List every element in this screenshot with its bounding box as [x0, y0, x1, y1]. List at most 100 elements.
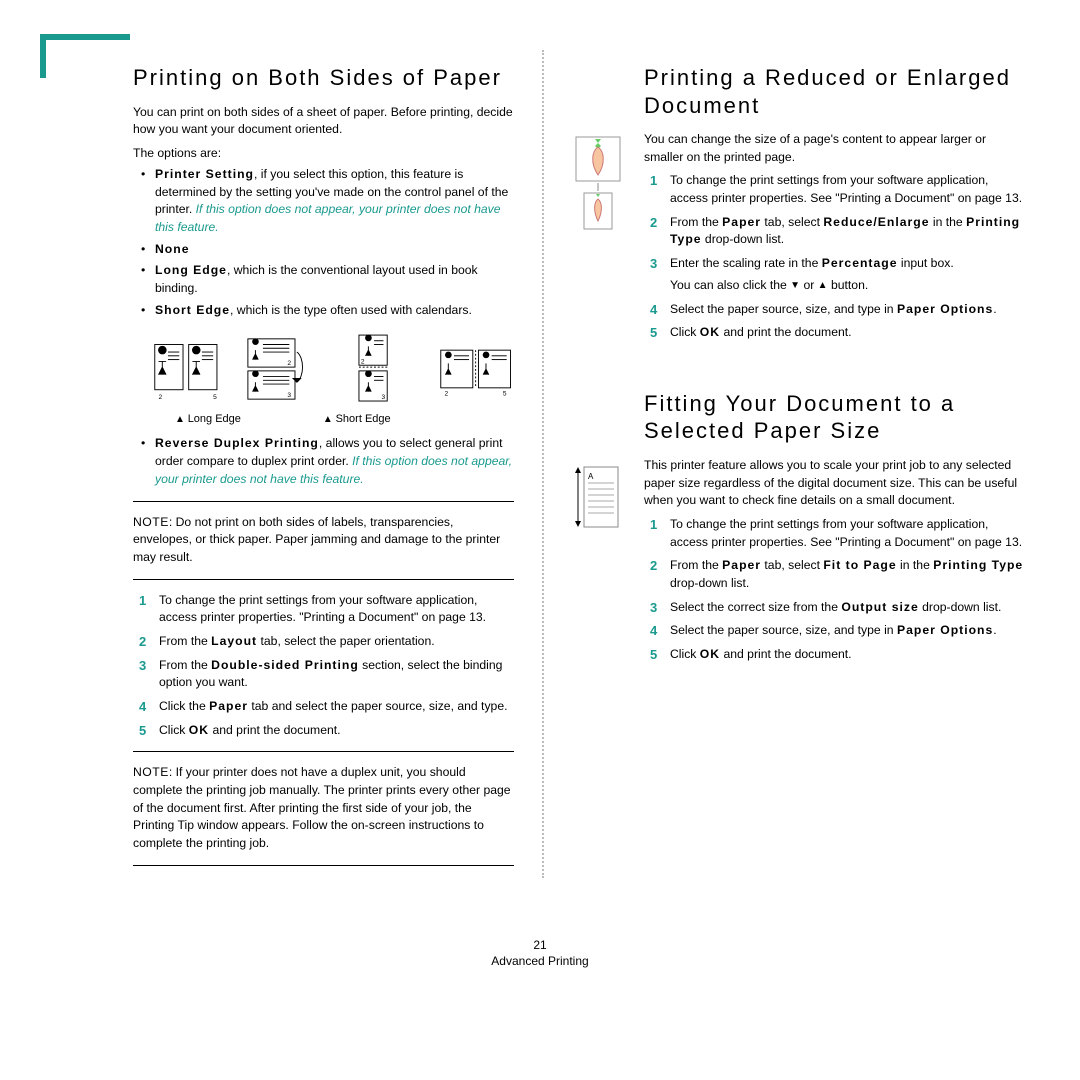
corner-accent: [40, 34, 130, 48]
term: Output size: [841, 600, 918, 614]
options-label: The options are:: [133, 145, 514, 162]
term: Fit to Page: [823, 558, 896, 572]
text: input box.: [897, 256, 953, 270]
rule: [133, 751, 514, 752]
svg-text:3: 3: [381, 395, 385, 402]
intro-fit-to-page: This printer feature allows you to scale…: [644, 457, 1025, 510]
step-sub: You can also click the ▼ or ▲ button.: [670, 277, 1025, 295]
svg-text:2: 2: [444, 391, 448, 398]
step: From the Paper tab, select Fit to Page i…: [644, 557, 1025, 592]
text: From the: [159, 634, 211, 648]
duplex-steps: To change the print settings from your s…: [133, 592, 514, 740]
rule: [133, 579, 514, 580]
note-body: : If your printer does not have a duplex…: [133, 765, 511, 850]
intro-reduce-enlarge: You can change the size of a page's cont…: [644, 131, 1025, 166]
text: You can also click the: [670, 278, 790, 292]
heading-duplex: Printing on Both Sides of Paper: [133, 64, 514, 92]
text: To change the print settings from your s…: [670, 517, 1022, 549]
text: tab, select: [761, 215, 823, 229]
svg-text:3: 3: [288, 393, 292, 400]
term: OK: [700, 325, 720, 339]
step: To change the print settings from your s…: [644, 172, 1025, 207]
term: Printing Type: [933, 558, 1023, 572]
note-2: NOTE: If your printer does not have a du…: [133, 764, 514, 852]
text: From the: [670, 215, 722, 229]
italic-note: If this option does not appear, your pri…: [155, 202, 501, 234]
list-item: Reverse Duplex Printing, allows you to s…: [133, 435, 514, 488]
text: Click: [670, 325, 700, 339]
step: To change the print settings from your s…: [644, 516, 1025, 551]
reduce-enlarge-steps: To change the print settings from your s…: [644, 172, 1025, 342]
term: OK: [700, 647, 720, 661]
text: tab and select the paper source, size, a…: [248, 699, 507, 713]
term: Paper Options: [897, 302, 993, 316]
text: Enter the scaling rate in the: [670, 256, 822, 270]
term-short-edge: Short Edge: [155, 303, 230, 317]
step: From the Paper tab, select Reduce/Enlarg…: [644, 214, 1025, 249]
caption-short-edge: Short Edge: [323, 413, 391, 425]
rule: [133, 865, 514, 866]
note-label: NOTE: [133, 515, 169, 529]
svg-text:5: 5: [213, 395, 217, 402]
svg-text:2: 2: [288, 361, 292, 368]
step: Click OK and print the document.: [644, 646, 1025, 664]
list-item: Short Edge, which is the type often used…: [133, 302, 514, 320]
step: Click the Paper tab and select the paper…: [133, 698, 514, 716]
right-column: Printing a Reduced or Enlarged Document …: [572, 50, 1025, 878]
step: To change the print settings from your s…: [133, 592, 514, 627]
triangle-up-icon: ▲: [818, 280, 828, 291]
fit-to-page-steps: To change the print settings from your s…: [644, 516, 1025, 664]
step: Select the paper source, size, and type …: [644, 622, 1025, 640]
term: OK: [189, 723, 209, 737]
svg-text:2: 2: [360, 359, 364, 366]
text: tab, select the paper orientation.: [257, 634, 435, 648]
heading-fit-to-page: Fitting Your Document to a Selected Pape…: [644, 390, 1025, 445]
caption-long-edge: Long Edge: [175, 413, 241, 425]
text: tab, select: [761, 558, 823, 572]
text: To change the print settings from your s…: [670, 173, 1022, 205]
page: Printing on Both Sides of Paper You can …: [0, 0, 1080, 1080]
rule: [133, 501, 514, 502]
note-label: NOTE: [133, 765, 169, 779]
intro-duplex: You can print on both sides of a sheet o…: [133, 104, 514, 139]
long-edge-illustration-2: 23: [246, 331, 323, 407]
carrot-scale-icon: [574, 135, 624, 235]
svg-text:5: 5: [503, 391, 507, 398]
step: Select the paper source, size, and type …: [644, 301, 1025, 319]
step: From the Layout tab, select the paper or…: [133, 633, 514, 651]
list-item: Long Edge, which is the conventional lay…: [133, 262, 514, 297]
column-divider: [542, 50, 544, 878]
text: drop-down list.: [702, 232, 785, 246]
reverse-duplex-list: Reverse Duplex Printing, allows you to s…: [133, 435, 514, 488]
note-body: : Do not print on both sides of labels, …: [133, 515, 500, 564]
text: and print the document.: [720, 325, 851, 339]
term: Percentage: [822, 256, 898, 270]
text: Click the: [159, 699, 209, 713]
text: button.: [828, 278, 869, 292]
long-edge-illustration-1: 25: [151, 331, 228, 407]
text: Click: [670, 647, 700, 661]
duplex-illustrations: 25 23: [151, 331, 514, 407]
text: To change the print settings from your s…: [159, 593, 486, 625]
text: and print the document.: [209, 723, 340, 737]
text: Select the paper source, size, and type …: [670, 302, 897, 316]
text: in the: [897, 558, 934, 572]
text: Click: [159, 723, 189, 737]
duplex-options-list: Printer Setting, if you select this opti…: [133, 166, 514, 320]
text: From the: [159, 658, 211, 672]
content-columns: Printing on Both Sides of Paper You can …: [55, 50, 1025, 878]
text: and print the document.: [720, 647, 851, 661]
text: .: [993, 302, 996, 316]
text: or: [800, 278, 818, 292]
text: .: [993, 623, 996, 637]
step: From the Double-sided Printing section, …: [133, 657, 514, 692]
triangle-down-icon: ▼: [790, 280, 800, 291]
term: Paper Options: [897, 623, 993, 637]
svg-text:2: 2: [159, 395, 163, 402]
term-long-edge: Long Edge: [155, 263, 227, 277]
step: Select the correct size from the Output …: [644, 599, 1025, 617]
left-column: Printing on Both Sides of Paper You can …: [55, 50, 514, 878]
fit-page-icon: A: [574, 461, 624, 547]
list-item: None: [133, 241, 514, 259]
short-edge-illustration-1: 23: [342, 331, 419, 407]
